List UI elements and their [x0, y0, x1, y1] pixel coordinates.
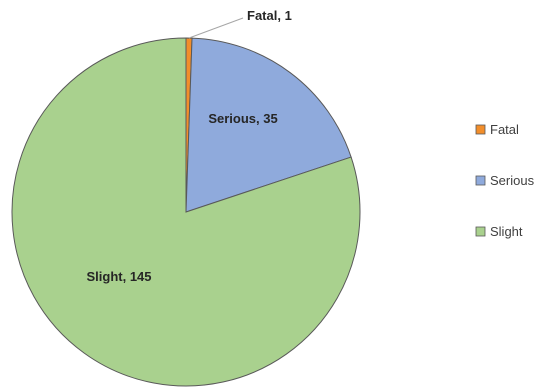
pie-slice-serious [185, 37, 352, 213]
legend: Fatal Serious Slight [475, 122, 535, 239]
legend-swatch-fatal [475, 124, 486, 135]
leader-lines [188, 17, 244, 39]
data-label-serious: Serious, 35 [208, 111, 277, 126]
legend-label-serious: Serious [490, 173, 535, 188]
legend-label-slight: Slight [490, 224, 523, 239]
data-labels: Fatal, 1 Serious, 35 Slight, 145 [86, 8, 291, 284]
legend-label-fatal: Fatal [490, 122, 519, 137]
legend-swatch-slight [475, 226, 486, 237]
leader-line-fatal [188, 17, 244, 39]
legend-swatch-serious [475, 175, 486, 186]
pie-slices [11, 37, 361, 387]
data-label-fatal: Fatal, 1 [247, 8, 292, 23]
pie-slice-slight [11, 37, 361, 387]
data-label-slight: Slight, 145 [86, 269, 151, 284]
